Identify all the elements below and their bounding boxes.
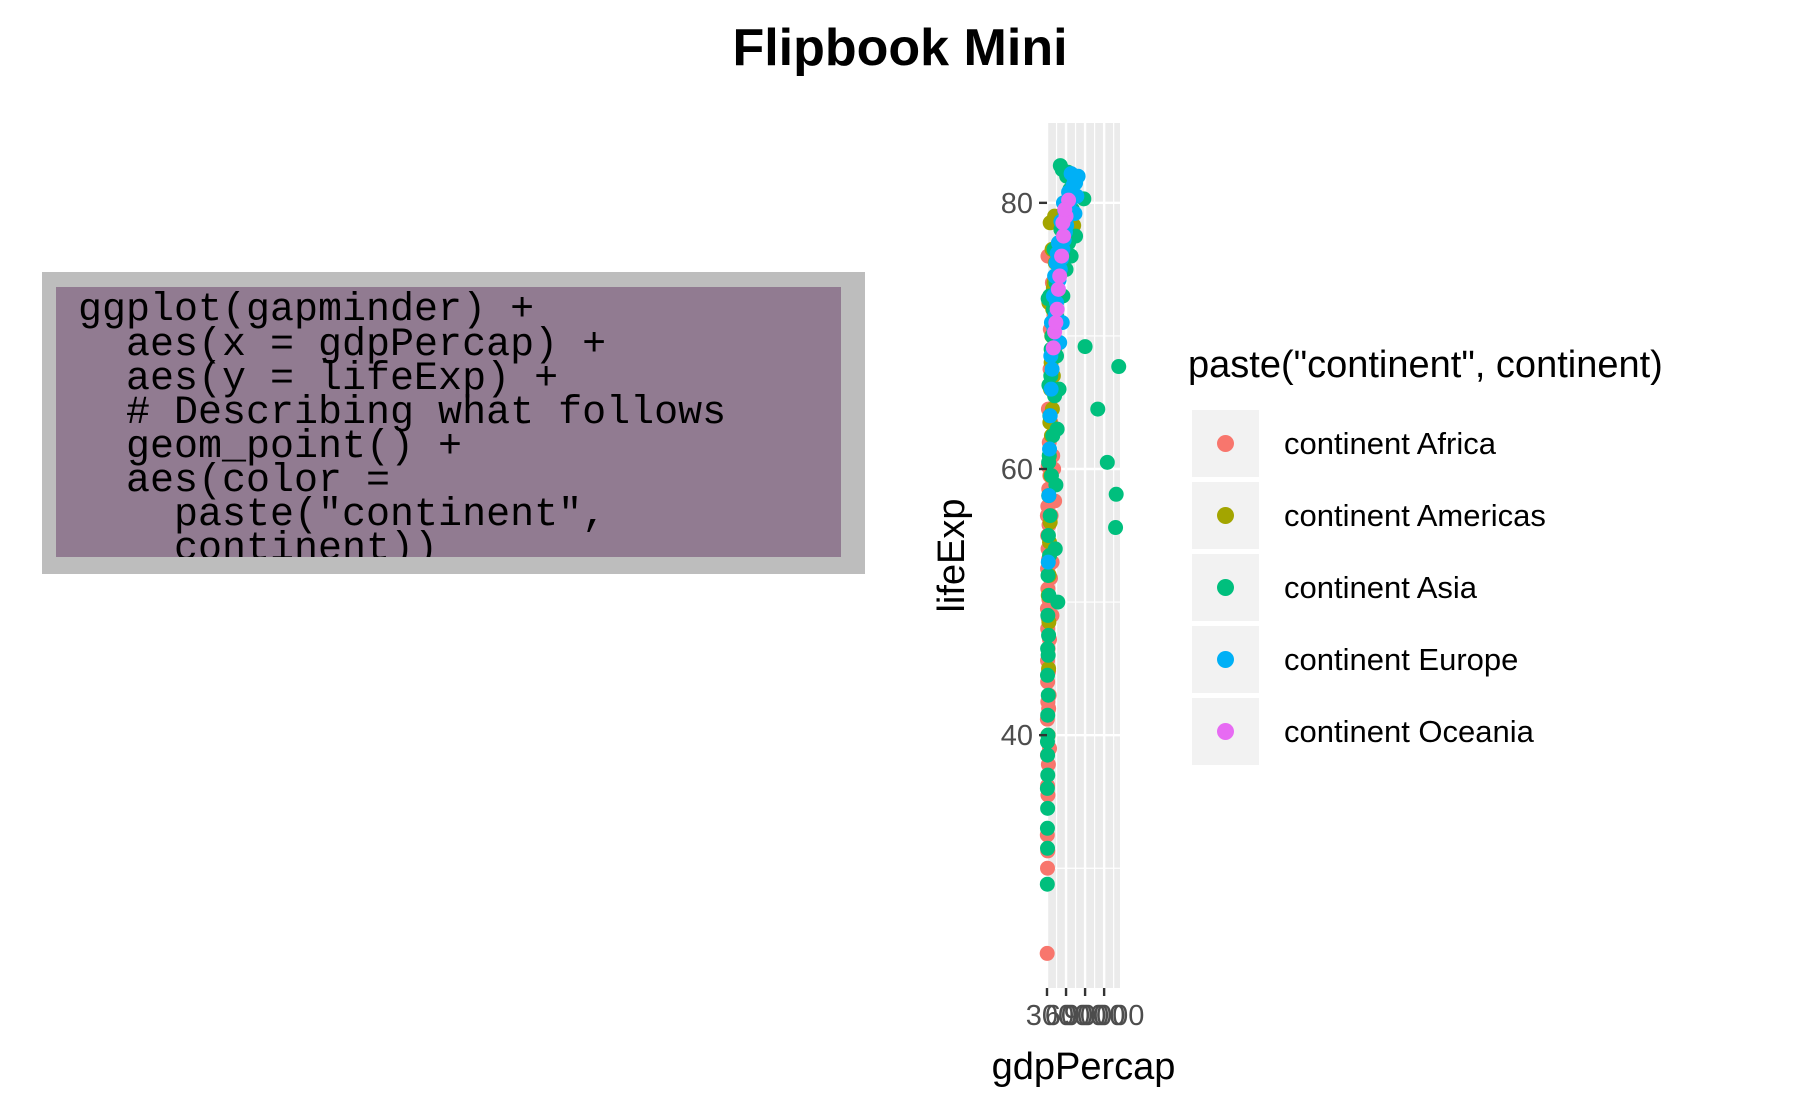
legend-label: continent Asia (1284, 570, 1478, 605)
data-point (1055, 215, 1071, 231)
x-tick-label: 90000 (1064, 1000, 1145, 1032)
data-point (1040, 687, 1056, 703)
legend-label: continent Oceania (1284, 714, 1534, 749)
legend-key (1192, 626, 1259, 693)
data-point (1050, 281, 1066, 297)
data-point (1040, 554, 1056, 570)
legend-dot (1217, 435, 1234, 452)
code-line: aes(x = gdpPercap) + (78, 323, 607, 368)
data-point (1042, 441, 1058, 457)
data-point (1111, 359, 1127, 375)
data-point (1042, 508, 1058, 524)
data-point (1108, 520, 1124, 536)
data-point (1050, 594, 1066, 610)
code-block: ggplot(gapminder) + aes(x = gdpPercap) +… (56, 287, 841, 557)
page-title: Flipbook Mini (732, 19, 1068, 77)
legend-entry: continent Africa (1192, 410, 1752, 478)
data-point (1042, 408, 1058, 424)
data-point (1040, 840, 1056, 856)
y-tick-label: 80 (1001, 188, 1033, 220)
data-point (1039, 876, 1055, 892)
legend-dot (1217, 507, 1234, 524)
code-line: ggplot(gapminder) + (78, 288, 535, 333)
data-point (1043, 381, 1059, 397)
code-line: aes(y = lifeExp) + (78, 357, 559, 402)
data-point (1039, 734, 1055, 750)
data-point (1040, 800, 1056, 816)
data-point (1048, 477, 1064, 493)
data-point (1047, 541, 1063, 557)
code-line: continent)) (78, 527, 439, 558)
legend-label: continent Americas (1284, 498, 1546, 533)
data-point (1099, 454, 1115, 470)
code-line: geom_point() + (78, 425, 463, 470)
data-point (1041, 488, 1057, 504)
legend-entry: continent Americas (1192, 482, 1752, 550)
legend-dot (1217, 579, 1234, 596)
legend-key (1192, 554, 1259, 621)
data-point (1063, 166, 1079, 182)
data-point (1048, 315, 1064, 331)
y-axis-title: lifeExp (931, 498, 973, 612)
data-point (1049, 301, 1065, 317)
data-point (1090, 401, 1106, 417)
code-line: aes(color = (78, 459, 391, 504)
data-point (1041, 627, 1057, 643)
data-point (1077, 339, 1093, 355)
code-line: paste("continent", (78, 493, 607, 538)
legend-dot (1217, 723, 1234, 740)
legend-dot (1217, 651, 1234, 668)
legend-key (1192, 410, 1259, 477)
legend-entry: continent Europe (1192, 626, 1752, 694)
data-point (1056, 228, 1072, 244)
data-point (1044, 361, 1060, 377)
data-point (1041, 454, 1057, 470)
y-tick-label: 40 (1001, 720, 1033, 752)
data-point (1040, 567, 1056, 583)
data-point (1039, 820, 1055, 836)
data-point (1045, 340, 1061, 356)
legend-key (1192, 482, 1259, 549)
data-point (1108, 486, 1124, 502)
legend-title: paste("continent", continent) (1188, 344, 1663, 386)
data-point (1040, 607, 1056, 623)
x-tick-label: 60000 (1045, 1000, 1126, 1032)
data-point (1052, 268, 1068, 284)
data-point (1040, 767, 1056, 783)
data-point (1040, 528, 1056, 544)
code-line: # Describing what follows (78, 391, 727, 436)
data-point (1040, 641, 1056, 657)
data-point (1049, 421, 1065, 437)
code-panel: ggplot(gapminder) + aes(x = gdpPercap) +… (42, 272, 865, 574)
data-point (1040, 747, 1056, 763)
legend-label: continent Africa (1284, 426, 1496, 461)
data-point (1039, 945, 1055, 961)
data-point (1057, 202, 1073, 217)
legend-entry: continent Asia (1192, 554, 1752, 622)
data-point (1040, 707, 1056, 723)
y-tick-label: 60 (1001, 454, 1033, 486)
x-axis-title: gdpPercap (992, 1046, 1176, 1088)
data-point (1039, 780, 1055, 796)
data-point (1040, 860, 1056, 876)
legend-key (1192, 698, 1259, 765)
legend-label: continent Europe (1284, 642, 1519, 677)
x-tick-label: 30000 (1026, 1000, 1107, 1032)
data-point (1054, 248, 1070, 264)
data-point (1040, 667, 1056, 683)
legend-entry: continent Oceania (1192, 698, 1752, 766)
